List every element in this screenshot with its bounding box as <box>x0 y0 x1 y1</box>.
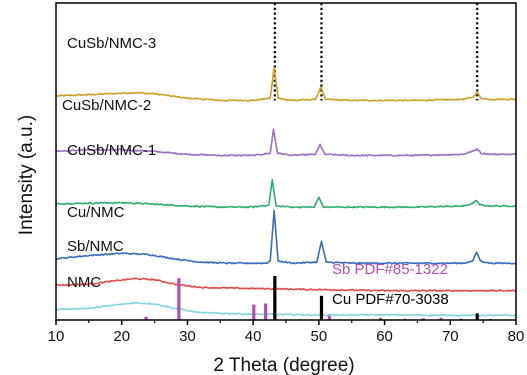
series-label: CuSb/NMC-3 <box>67 35 156 52</box>
x-tick-label: 10 <box>48 328 65 345</box>
series-line <box>55 66 516 102</box>
dotted-guides <box>273 3 479 101</box>
series-line <box>55 178 517 209</box>
reference-pattern-label: Cu PDF#70-3038 <box>332 291 449 308</box>
series-label: NMC <box>67 274 101 291</box>
x-tick-label: 60 <box>376 328 393 345</box>
series-labels: CuSb/NMC-3 CuSb/NMC-2 CuSb/NMC-1 Cu/NMC Sb/N… <box>62 35 449 308</box>
y-axis-title: Intensity (a.u.) <box>16 115 37 235</box>
series-label: CuSb/NMC-1 <box>67 142 156 159</box>
series-lines <box>55 66 517 317</box>
x-tick-label: 50 <box>311 328 328 345</box>
x-tick-label: 70 <box>442 328 459 345</box>
x-axis-title: 2 Theta (degree) <box>213 355 354 375</box>
x-tick-label: 40 <box>245 328 262 345</box>
series-line <box>55 128 517 157</box>
series-line <box>55 209 517 265</box>
x-tick-label: 20 <box>113 328 130 345</box>
series-label: CuSb/NMC-2 <box>62 97 151 114</box>
series-line <box>55 301 517 317</box>
series-line <box>55 277 517 293</box>
x-tick-label: 80 <box>508 328 525 345</box>
series-label: Cu/NMC <box>67 204 125 221</box>
axes: 10 20 30 40 50 60 70 80 <box>48 2 525 345</box>
reference-pattern-label: Sb PDF#85-1322 <box>332 261 448 278</box>
x-tick-label: 30 <box>179 328 196 345</box>
series-label: Sb/NMC <box>67 238 124 255</box>
